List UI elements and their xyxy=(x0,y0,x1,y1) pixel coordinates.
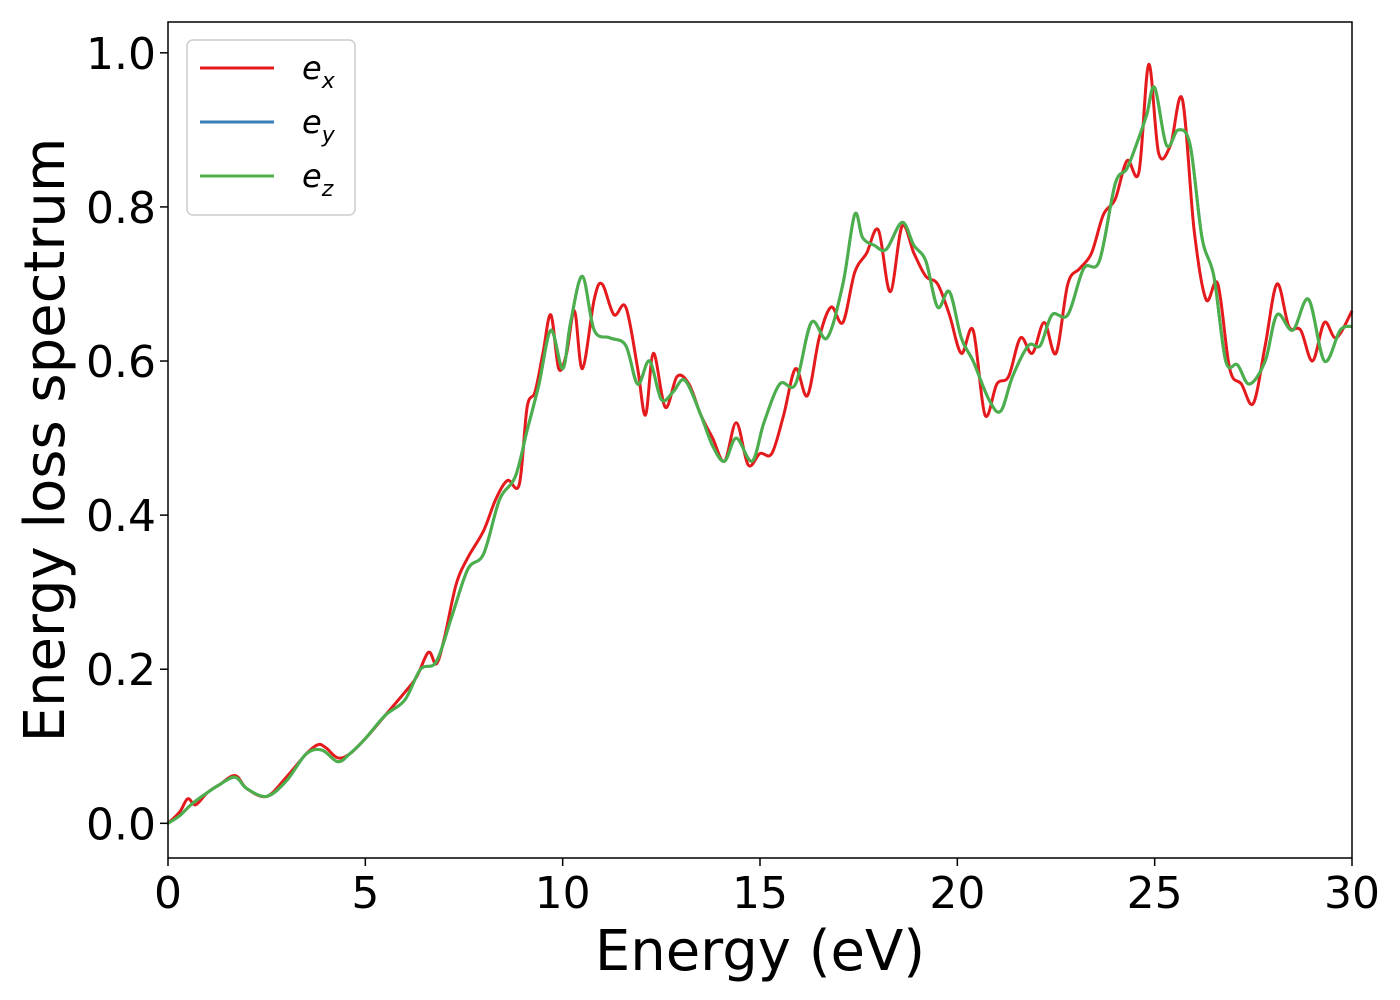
series-line-e-z xyxy=(167,85,1353,825)
y-tick-label: 0.8 xyxy=(86,183,156,234)
x-tick-label: 5 xyxy=(351,868,379,919)
y-tick-label: 0.2 xyxy=(86,645,156,696)
y-tick-label: 0.0 xyxy=(86,799,156,850)
x-axis-label: Energy (eV) xyxy=(595,919,925,984)
y-tick-label: 0.4 xyxy=(86,491,156,542)
legend-label-z: ez xyxy=(302,157,334,202)
y-tick-label: 0.6 xyxy=(86,337,156,388)
legend-label-y: ey xyxy=(302,103,336,148)
x-tick-label: 30 xyxy=(1324,868,1380,919)
legend: ex ey ez xyxy=(186,39,356,216)
y-axis-label: Energy loss spectrum xyxy=(13,138,78,743)
x-axis: 0 5 10 15 20 25 30 xyxy=(154,858,1380,919)
x-tick-label: 15 xyxy=(732,868,788,919)
series-layer xyxy=(166,62,1354,825)
series-line-e-x xyxy=(166,62,1354,825)
x-tick-label: 0 xyxy=(154,868,182,919)
x-tick-label: 25 xyxy=(1127,868,1183,919)
y-axis: 0.0 0.2 0.4 0.6 0.8 1.0 xyxy=(86,29,168,850)
legend-box xyxy=(186,39,356,216)
legend-label-x: ex xyxy=(302,49,336,94)
x-tick-label: 10 xyxy=(535,868,591,919)
x-tick-label: 20 xyxy=(929,868,985,919)
y-tick-label: 1.0 xyxy=(86,29,156,80)
